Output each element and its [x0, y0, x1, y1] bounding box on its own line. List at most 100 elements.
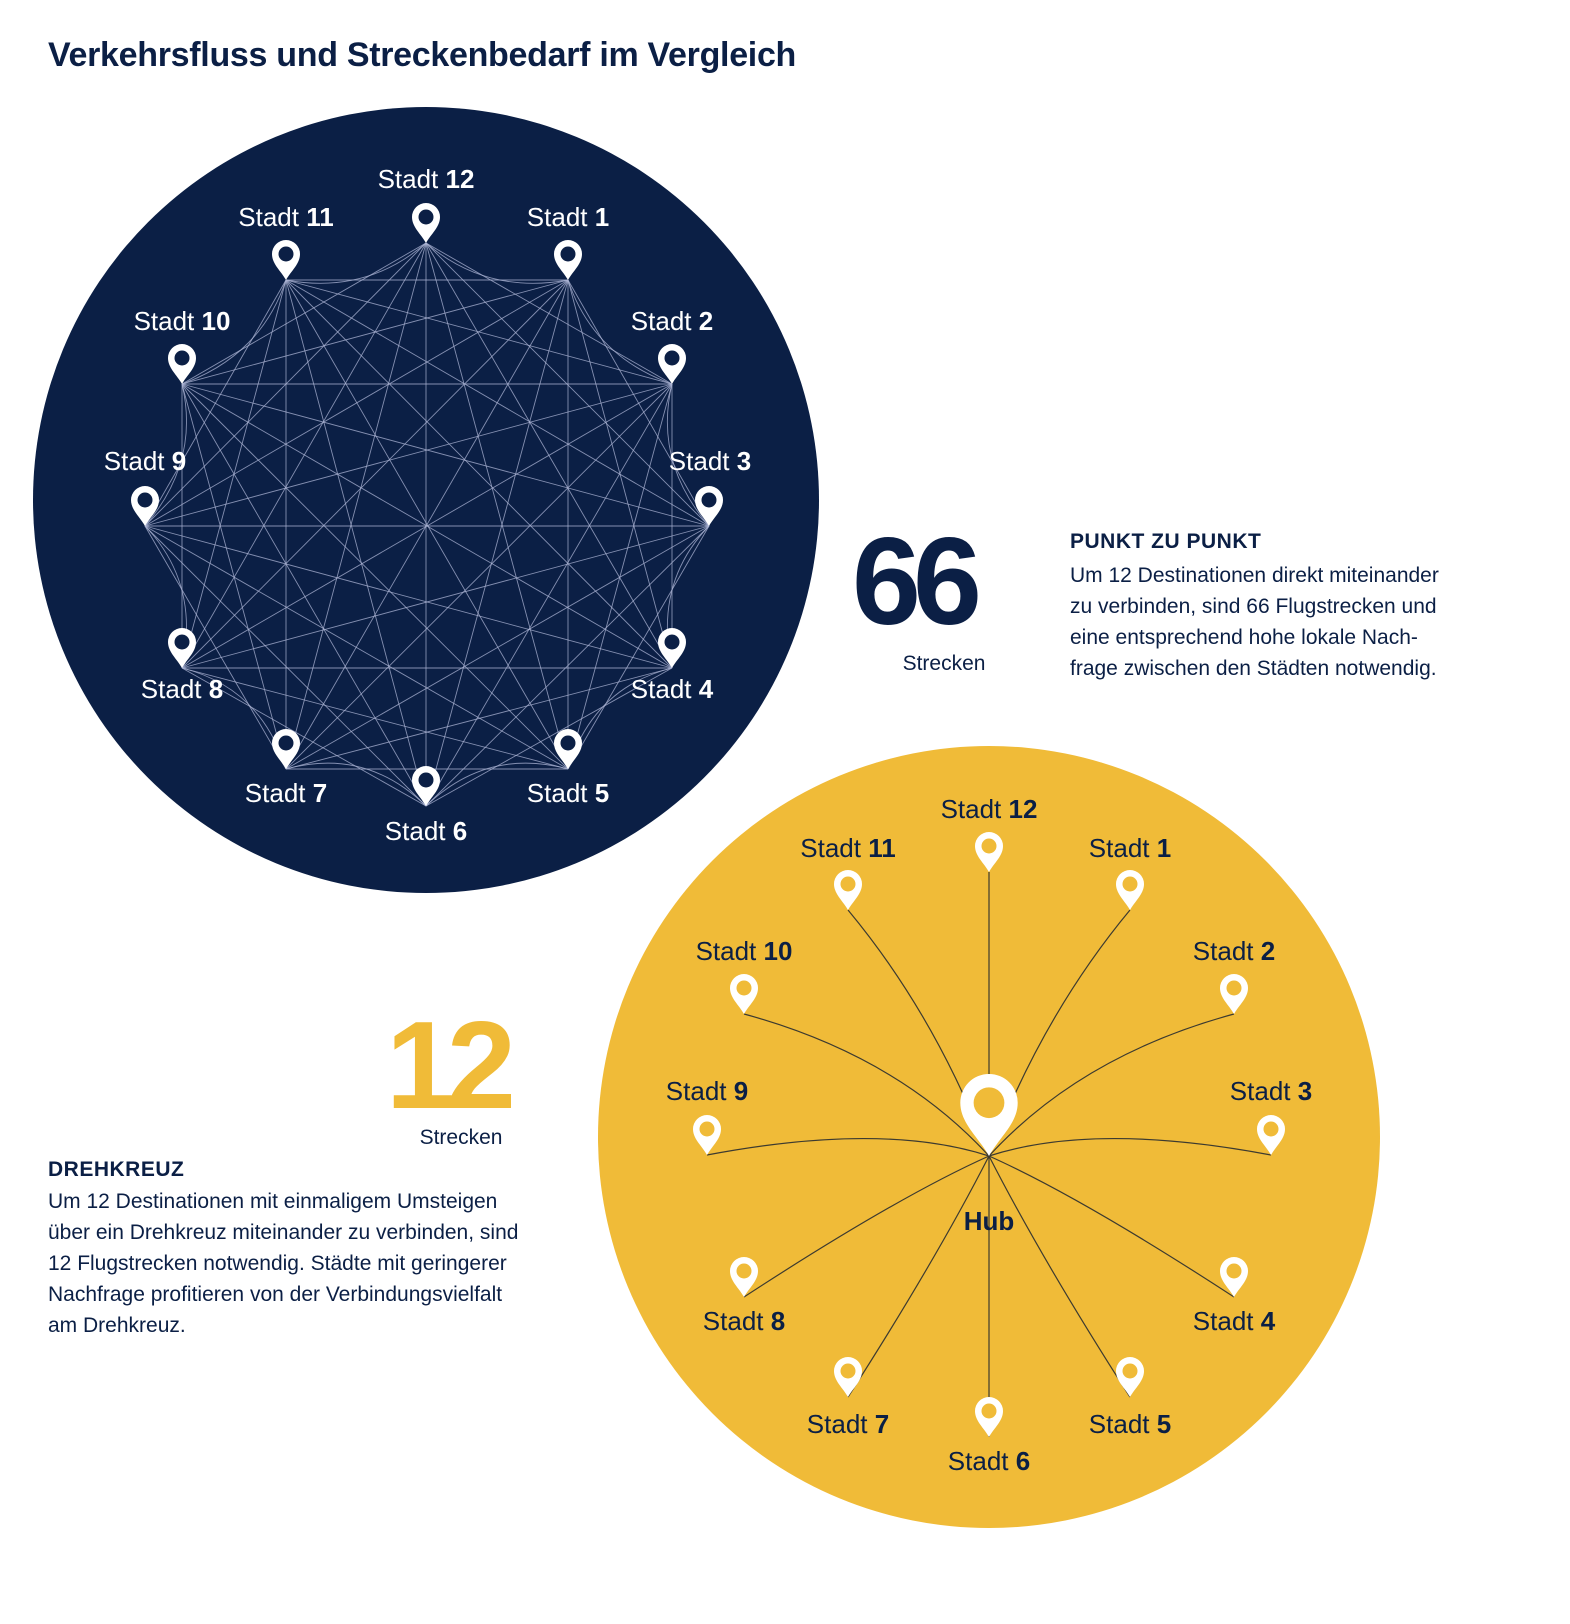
hub-route-count: 12: [386, 997, 516, 1135]
hub-route-line: [988, 1013, 1235, 1157]
route-line: [425, 762, 569, 807]
route-line: [425, 242, 673, 669]
p2p-route-count: 66: [852, 513, 982, 651]
city-label-prefix: Stadt: [941, 794, 1009, 824]
route-line: [425, 525, 710, 807]
city-label-prefix: Stadt: [141, 674, 209, 704]
map-pin-icon: [730, 974, 758, 1014]
route-line: [144, 383, 187, 527]
city-label-prefix: Stadt: [1193, 1306, 1261, 1336]
city-label-prefix: Stadt: [134, 306, 202, 336]
map-pin-icon: [168, 628, 196, 668]
city-label-prefix: Stadt: [238, 202, 306, 232]
city-label-number: 10: [764, 936, 793, 966]
point-to-point-labels: Stadt 1 Stadt 2 Stadt 3 Stadt 4 Stadt 5 Stadt…: [104, 164, 751, 846]
route-line: [181, 242, 427, 669]
city-label-number: 1: [595, 202, 609, 232]
city-label: Stadt 6: [948, 1446, 1030, 1476]
city-label-prefix: Stadt: [631, 674, 699, 704]
hub-pins: [693, 832, 1285, 1437]
city-label-prefix: Stadt: [385, 816, 453, 846]
route-line: [285, 242, 427, 770]
route-line: [567, 279, 673, 385]
map-pin-icon: [1220, 974, 1248, 1014]
map-pin-icon: [168, 344, 196, 384]
city-label-number: 5: [1157, 1409, 1171, 1439]
hub-route-line: [743, 1155, 990, 1298]
city-label: Stadt 3: [669, 446, 751, 476]
route-line: [285, 279, 673, 669]
route-line: [181, 383, 287, 770]
map-pin-icon: [554, 240, 582, 280]
route-line: [285, 667, 673, 770]
map-pin-icon: [658, 344, 686, 384]
city-label: Stadt 3: [1230, 1076, 1312, 1106]
city-label: Stadt 12: [378, 164, 475, 194]
route-line: [567, 383, 673, 770]
city-label: Stadt 1: [1089, 833, 1171, 863]
route-line: [144, 279, 287, 527]
city-label-number: 1: [1157, 833, 1171, 863]
route-line: [181, 383, 427, 807]
route-line: [425, 242, 710, 527]
p2p-description: Um 12 Destinationen direkt miteinander z…: [1070, 560, 1530, 684]
city-label-number: 4: [699, 674, 714, 704]
city-label: Stadt 5: [527, 778, 609, 808]
map-pin-icon: [554, 729, 582, 769]
route-line: [285, 762, 427, 807]
city-label: Stadt 9: [104, 446, 186, 476]
city-label-prefix: Stadt: [666, 1076, 734, 1106]
route-line: [181, 525, 710, 669]
route-line: [144, 525, 673, 669]
city-label-prefix: Stadt: [104, 446, 172, 476]
route-line: [181, 242, 427, 385]
route-line: [181, 279, 287, 385]
city-label-number: 7: [875, 1409, 889, 1439]
hub-description-line: über ein Drehkreuz miteinander zu verbin…: [48, 1221, 519, 1244]
city-label-prefix: Stadt: [1193, 936, 1261, 966]
city-label-prefix: Stadt: [1089, 833, 1157, 863]
hub-route-line: [706, 1138, 990, 1157]
city-label-number: 8: [771, 1306, 785, 1336]
hub-description-line: Nachfrage profitieren von der Verbindung…: [48, 1283, 503, 1306]
route-line: [181, 279, 569, 669]
route-line: [285, 383, 673, 770]
route-line: [425, 242, 569, 770]
map-pin-icon: [730, 1257, 758, 1297]
city-label: Stadt 2: [631, 306, 713, 336]
city-label-number: 8: [209, 674, 223, 704]
city-label: Stadt 8: [703, 1306, 785, 1336]
route-line: [181, 279, 287, 669]
route-line: [181, 667, 427, 807]
p2p-description-line: zu verbinden, sind 66 Flugstrecken und: [1070, 595, 1437, 618]
city-label: Stadt 4: [1193, 1306, 1276, 1336]
city-label-number: 9: [734, 1076, 748, 1106]
p2p-description-line: eine entsprechend hohe lokale Nach-: [1070, 626, 1418, 649]
route-line: [181, 383, 673, 669]
p2p-description-line: frage zwischen den Städten notwendig.: [1070, 657, 1437, 680]
hub-route-line: [847, 1155, 990, 1398]
route-line: [567, 525, 710, 770]
hub-description-line: am Drehkreuz.: [48, 1314, 186, 1337]
city-label-prefix: Stadt: [948, 1446, 1016, 1476]
city-label: Stadt 10: [134, 306, 231, 336]
city-label-number: 2: [1261, 936, 1275, 966]
hub-route-line: [988, 1138, 1272, 1157]
hub-heading: DREHKREUZ: [48, 1158, 185, 1181]
city-label-number: 11: [868, 833, 896, 863]
map-pin-icon: [960, 1074, 1018, 1156]
city-label: Stadt 7: [807, 1409, 889, 1439]
city-label-prefix: Stadt: [378, 164, 446, 194]
city-label-number: 7: [313, 778, 327, 808]
map-pin-icon: [412, 766, 440, 806]
p2p-description-line: Um 12 Destinationen direkt miteinander: [1070, 564, 1439, 587]
city-label-number: 6: [1016, 1446, 1030, 1476]
map-pin-icon: [693, 1115, 721, 1155]
map-pin-icon: [1257, 1115, 1285, 1155]
city-label-prefix: Stadt: [245, 778, 313, 808]
map-pin-icon: [1116, 1357, 1144, 1397]
hub-label: Hub: [964, 1206, 1015, 1236]
route-line: [425, 279, 569, 807]
point-to-point-routes: [144, 242, 710, 807]
map-pin-icon: [834, 870, 862, 910]
